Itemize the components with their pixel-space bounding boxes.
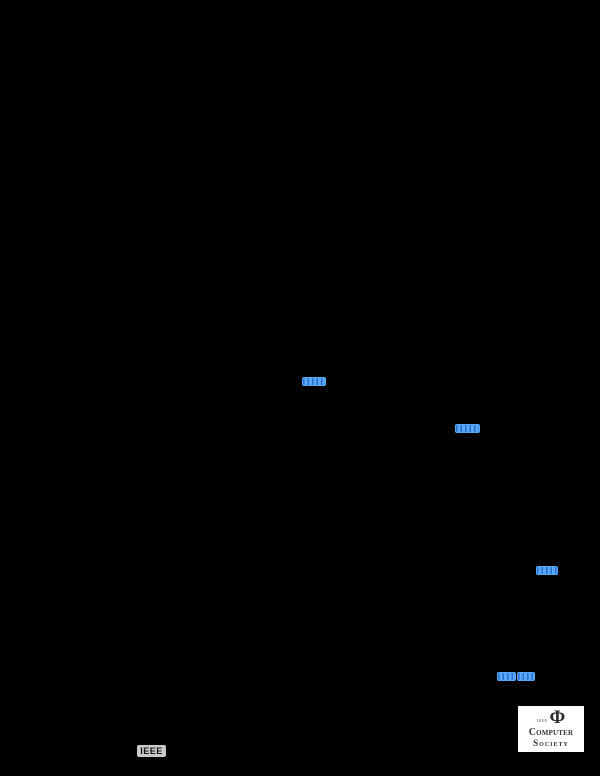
- hyperlink-annotation[interactable]: [456, 425, 479, 432]
- cs-emblem-row: IEEE Φ: [518, 707, 584, 727]
- ieee-logo-label: IEEE: [140, 745, 163, 756]
- hyperlink-annotation[interactable]: [518, 673, 534, 680]
- ieee-computer-society-logo: IEEE Φ Computer Society: [518, 706, 584, 752]
- phi-emblem-icon: Φ: [549, 706, 566, 728]
- hyperlink-annotation[interactable]: [498, 673, 515, 680]
- hyperlink-annotation[interactable]: [303, 378, 325, 385]
- cs-ieee-small-label: IEEE: [536, 717, 548, 723]
- cs-logo-line1: Computer: [528, 727, 574, 738]
- hyperlink-annotation[interactable]: [537, 567, 557, 574]
- cs-logo-line2: Society: [533, 738, 569, 748]
- ieee-logo: IEEE: [137, 745, 166, 757]
